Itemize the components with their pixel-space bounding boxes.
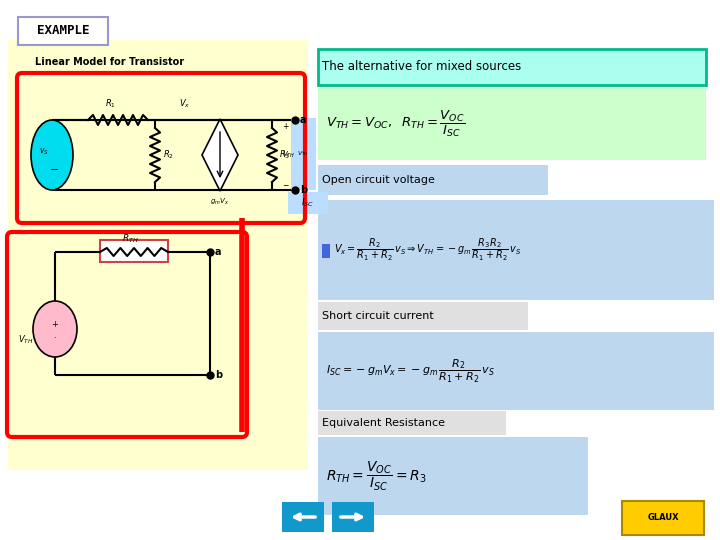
Text: GLAUX: GLAUX (647, 514, 679, 523)
Text: The alternative for mixed sources: The alternative for mixed sources (322, 60, 521, 73)
Text: EXAMPLE: EXAMPLE (37, 24, 89, 37)
Text: $+$: $+$ (51, 319, 59, 329)
Text: $V_x$: $V_x$ (179, 98, 191, 110)
Bar (291, 118, 316, 190)
Text: $V_{TH}$: $V_{TH}$ (297, 150, 309, 158)
Ellipse shape (31, 120, 73, 190)
Text: $V_x = \dfrac{R_2}{R_1 + R_2}\,v_S \Rightarrow V_{TH} = -g_m\,\dfrac{R_3 R_2}{R_: $V_x = \dfrac{R_2}{R_1 + R_2}\,v_S \Righ… (334, 237, 521, 264)
Bar (318, 49, 706, 85)
Bar (318, 88, 706, 160)
Text: Short circuit current: Short circuit current (322, 311, 433, 321)
Text: $I_{SC} = -g_m V_x = -g_m\,\dfrac{R_2}{R_1 + R_2}\,v_S$: $I_{SC} = -g_m V_x = -g_m\,\dfrac{R_2}{R… (326, 357, 495, 384)
Text: $+$: $+$ (282, 121, 289, 131)
Bar (622, 501, 704, 535)
Text: $V_{TH}$: $V_{TH}$ (18, 334, 34, 346)
Text: $R_3$: $R_3$ (279, 148, 290, 161)
Text: $R_1$: $R_1$ (104, 98, 115, 110)
Bar (318, 437, 588, 515)
Text: $R_{TH}$: $R_{TH}$ (122, 233, 138, 245)
Bar (318, 165, 548, 195)
Ellipse shape (33, 301, 77, 357)
Bar (318, 302, 528, 330)
Bar (318, 332, 714, 410)
Text: b: b (215, 370, 222, 380)
Text: $R_{TH} = \dfrac{V_{OC}}{I_{SC}} = R_3$: $R_{TH} = \dfrac{V_{OC}}{I_{SC}} = R_3$ (326, 460, 426, 492)
Text: a: a (215, 247, 222, 257)
Text: $-$: $-$ (282, 179, 289, 188)
Text: $V_{TH} =V_{OC},\;\; R_{TH} = \dfrac{V_{OC}}{I_{SC}}$: $V_{TH} =V_{OC},\;\; R_{TH} = \dfrac{V_{… (326, 109, 465, 139)
Text: a: a (300, 115, 307, 125)
Text: $V_{TH}$: $V_{TH}$ (282, 150, 295, 160)
Text: $v_S$: $v_S$ (39, 147, 49, 157)
Bar (318, 200, 714, 300)
Bar (332, 502, 374, 532)
Text: $\mathit{V_{TH}}$: $\mathit{V_{TH}}$ (409, 205, 451, 231)
Text: $-$: $-$ (49, 163, 59, 173)
Text: $I_{SC}$: $I_{SC}$ (302, 197, 315, 209)
Text: Equivalent Resistance: Equivalent Resistance (322, 418, 445, 428)
Bar (282, 502, 324, 532)
Bar (318, 411, 506, 435)
Text: $R_2$: $R_2$ (163, 148, 174, 161)
Bar (8, 40, 308, 470)
Bar (288, 192, 328, 214)
Text: Open circuit voltage: Open circuit voltage (322, 175, 435, 185)
Bar (100, 240, 168, 262)
Bar (322, 244, 330, 258)
Text: $g_m V_x$: $g_m V_x$ (210, 197, 230, 207)
Text: Linear Model for Transistor: Linear Model for Transistor (35, 57, 184, 67)
Polygon shape (202, 119, 238, 191)
Text: $.$: $.$ (53, 332, 57, 341)
Bar (18, 17, 108, 45)
Text: b: b (300, 185, 307, 195)
